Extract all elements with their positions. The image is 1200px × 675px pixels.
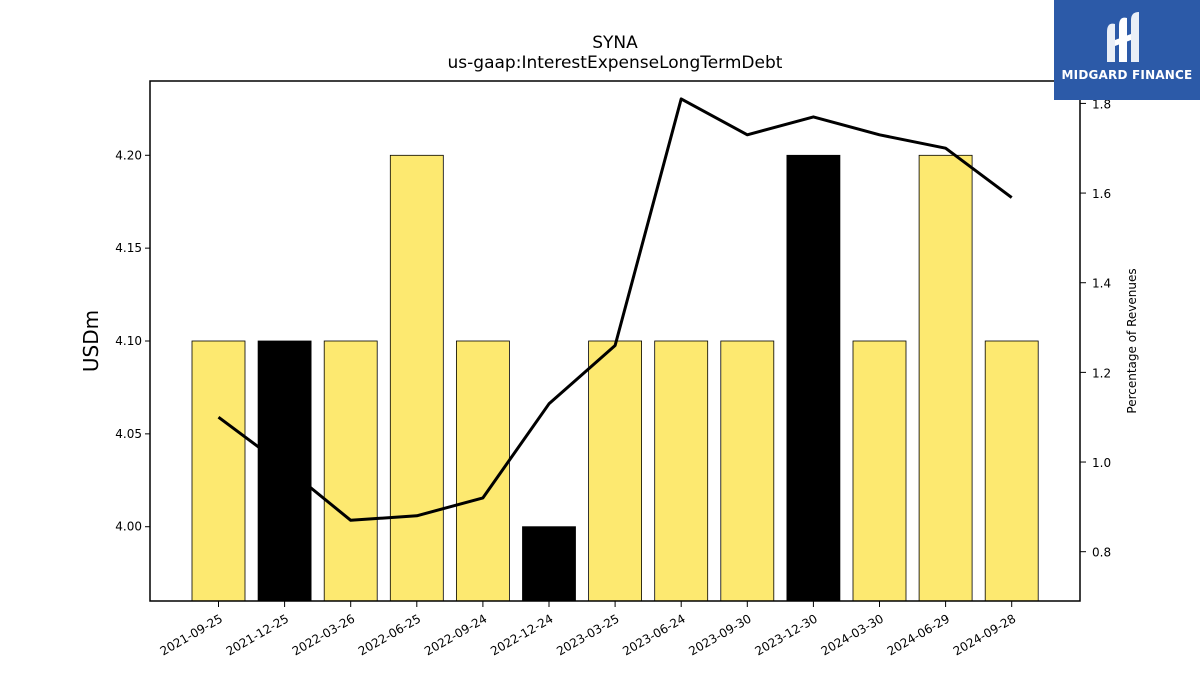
logo-text: MIDGARD FINANCE (1061, 68, 1193, 82)
y2-axis-label: Percentage of Revenues (1125, 268, 1139, 413)
x-tick-label: 2024-06-29 (885, 611, 952, 658)
bar-2024-09-28 (984, 340, 1039, 602)
y-axis-left: 4.00 4.05 4.10 4.15 4.20 (115, 148, 150, 534)
y2-tick-label: 1.4 (1092, 277, 1111, 291)
x-tick-label: 2022-12-24 (488, 611, 555, 658)
midgard-finance-logo: MIDGARD FINANCE (1054, 0, 1200, 100)
y-tick-label: 4.15 (115, 241, 142, 255)
bar-2023-06-24 (654, 340, 709, 602)
percentage-of-revenues-line (217, 97, 1013, 522)
bar-2021-12-25 (257, 340, 312, 602)
x-tick-label: 2022-03-26 (290, 611, 357, 658)
bar-2024-06-29 (918, 154, 973, 602)
y2-tick-label: 0.8 (1092, 546, 1111, 560)
x-tick-label: 2023-12-30 (752, 611, 819, 658)
x-tick-label: 2022-09-24 (422, 611, 489, 658)
y2-tick-label: 1.0 (1092, 456, 1111, 470)
x-tick-label: 2023-03-25 (554, 611, 621, 658)
x-tick-label: 2023-09-30 (686, 611, 753, 658)
y-axis-label: USDm (79, 310, 103, 372)
y-tick-label: 4.20 (115, 148, 142, 162)
chart-title: SYNA (592, 33, 638, 53)
x-tick-label: 2024-03-30 (819, 611, 886, 658)
bar-2023-09-30 (720, 340, 775, 602)
bar-2021-09-25 (191, 340, 246, 602)
bar-group (191, 154, 1039, 602)
x-tick-label: 2021-12-25 (224, 611, 291, 658)
x-tick-label: 2022-06-25 (356, 611, 423, 658)
bar-2023-12-30 (786, 154, 841, 602)
x-tick-label: 2021-09-25 (158, 611, 225, 658)
y-axis-right: 0.8 1.0 1.2 1.4 1.6 1.8 (1080, 97, 1111, 560)
x-tick-label: 2024-09-28 (951, 611, 1018, 658)
bar-2022-03-26 (323, 340, 378, 602)
midgard-logo-icon (1107, 12, 1139, 62)
chart-subtitle: us-gaap:InterestExpenseLongTermDebt (448, 53, 783, 73)
y-tick-label: 4.00 (115, 520, 142, 534)
x-axis: 2021-09-252021-12-252022-03-262022-06-25… (158, 601, 1018, 658)
line-series (217, 97, 1013, 522)
bar-2022-12-24 (522, 526, 576, 602)
y2-tick-label: 1.6 (1092, 187, 1111, 201)
bar-2024-03-30 (852, 340, 907, 602)
bar-2023-03-25 (588, 340, 642, 602)
y-tick-label: 4.05 (115, 427, 142, 441)
y2-tick-label: 1.2 (1092, 366, 1111, 380)
x-tick-label: 2023-06-24 (620, 611, 687, 658)
y-tick-label: 4.10 (115, 334, 142, 348)
bar-2022-06-25 (389, 154, 444, 602)
y2-tick-label: 1.8 (1092, 97, 1111, 111)
